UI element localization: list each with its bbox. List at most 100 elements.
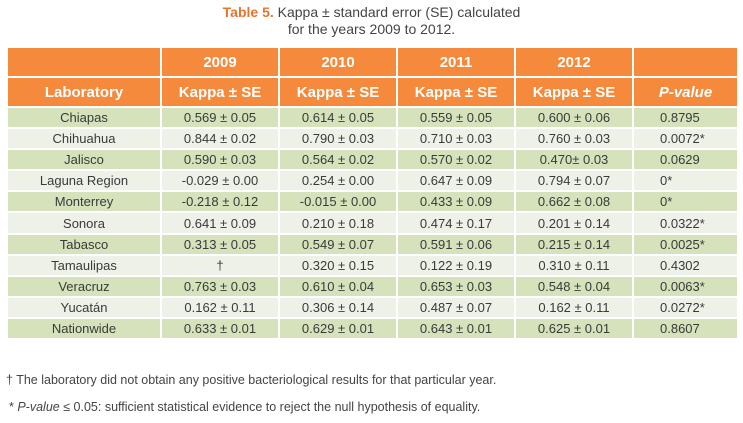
cell-kappa-2010: 0.564 ± 0.02 — [278, 148, 398, 172]
cell-kappa-2011: 0.559 ± 0.05 — [396, 105, 516, 130]
cell-kappa-2012: 0.310 ± 0.11 — [514, 253, 634, 277]
table-row: Tamaulipas † 0.320 ± 0.15 0.122 ± 0.19 0.310… — [6, 253, 739, 277]
table-row: Nationwide 0.633 ± 0.01 0.629 ± 0.01 0.643 … — [6, 316, 739, 341]
table-row: Monterrey -0.218 ± 0.12 -0.015 ± 0.00 0.433… — [6, 190, 739, 214]
cell-kappa-2010: 0.254 ± 0.00 — [278, 169, 398, 193]
cell-kappa-2011: 0.122 ± 0.19 — [396, 253, 516, 277]
cell-kappa-2009: 0.763 ± 0.03 — [160, 274, 280, 298]
year-header-blank — [6, 46, 162, 78]
cell-kappa-2009: -0.218 ± 0.12 — [160, 190, 280, 214]
cell-kappa-2009: 0.162 ± 0.11 — [160, 295, 280, 319]
year-header-2011: 2011 — [396, 46, 516, 78]
table-row: Sonora 0.641 ± 0.09 0.210 ± 0.18 0.474 ± 0.… — [6, 211, 739, 235]
cell-pvalue: 0.0272* — [632, 295, 739, 319]
header-laboratory: Laboratory — [6, 76, 162, 108]
cell-pvalue: 0.8607 — [632, 316, 739, 341]
cell-pvalue: 0* — [632, 190, 739, 214]
header-kappa-2011: Kappa ± SE — [396, 76, 516, 108]
year-header-2009: 2009 — [160, 46, 280, 78]
cell-pvalue: 0.8795 — [632, 105, 739, 130]
cell-kappa-2010: 0.610 ± 0.04 — [278, 274, 398, 298]
table-caption: Table 5. Kappa ± standard error (SE) cal… — [0, 4, 743, 38]
cell-laboratory: Jalisco — [6, 148, 162, 172]
caption-text-line1: Kappa ± standard error (SE) calculated — [273, 4, 521, 20]
cell-kappa-2010: 0.629 ± 0.01 — [278, 316, 398, 341]
table-row: Yucatán 0.162 ± 0.11 0.306 ± 0.14 0.487 ± 0… — [6, 295, 739, 319]
cell-kappa-2012: 0.600 ± 0.06 — [514, 105, 634, 130]
year-header-blank-pvalue — [632, 46, 739, 78]
cell-kappa-2010: 0.320 ± 0.15 — [278, 253, 398, 277]
cell-kappa-2012: 0.215 ± 0.14 — [514, 232, 634, 256]
cell-laboratory: Tabasco — [6, 232, 162, 256]
cell-pvalue: 0* — [632, 169, 739, 193]
cell-pvalue: 0.0025* — [632, 232, 739, 256]
cell-kappa-2009: 0.590 ± 0.03 — [160, 148, 280, 172]
cell-kappa-2011: 0.474 ± 0.17 — [396, 211, 516, 235]
cell-kappa-2012: 0.470± 0.03 — [514, 148, 634, 172]
cell-laboratory: Laguna Region — [6, 169, 162, 193]
cell-kappa-2009: 0.569 ± 0.05 — [160, 105, 280, 130]
table-row: Veracruz 0.763 ± 0.03 0.610 ± 0.04 0.653 ± … — [6, 274, 739, 298]
table-body: Chiapas 0.569 ± 0.05 0.614 ± 0.05 0.559 ± 0… — [6, 105, 739, 341]
cell-pvalue: 0.0072* — [632, 127, 739, 151]
caption-label: Table 5. — [222, 4, 274, 20]
cell-laboratory: Nationwide — [6, 316, 162, 341]
footnote-significance: * P-value ≤ 0.05: sufficient statistical… — [9, 400, 480, 414]
cell-kappa-2012: 0.548 ± 0.04 — [514, 274, 634, 298]
cell-pvalue: 0.0322* — [632, 211, 739, 235]
kappa-table: 2009 2010 2011 2012 Laboratory Kappa ± S… — [6, 46, 739, 341]
cell-kappa-2012: 0.662 ± 0.08 — [514, 190, 634, 214]
cell-kappa-2010: 0.549 ± 0.07 — [278, 232, 398, 256]
cell-kappa-2012: 0.760 ± 0.03 — [514, 127, 634, 151]
table-row: Chiapas 0.569 ± 0.05 0.614 ± 0.05 0.559 ± 0… — [6, 105, 739, 130]
cell-laboratory: Chihuahua — [6, 127, 162, 151]
year-header-row: 2009 2010 2011 2012 — [6, 46, 739, 78]
footnote-dagger: † The laboratory did not obtain any posi… — [6, 373, 497, 387]
table-row: Chihuahua 0.844 ± 0.02 0.790 ± 0.03 0.710 ±… — [6, 127, 739, 151]
cell-kappa-2009: -0.029 ± 0.00 — [160, 169, 280, 193]
cell-kappa-2010: 0.306 ± 0.14 — [278, 295, 398, 319]
footnote-star-text: ≤ 0.05: sufficient statistical evidence … — [59, 400, 481, 414]
cell-kappa-2009: 0.633 ± 0.01 — [160, 316, 280, 341]
cell-laboratory: Veracruz — [6, 274, 162, 298]
cell-pvalue: 0.4302 — [632, 253, 739, 277]
caption-text-line2: for the years 2009 to 2012. — [287, 21, 456, 37]
column-header-row: Laboratory Kappa ± SE Kappa ± SE Kappa ±… — [6, 76, 739, 108]
cell-laboratory: Sonora — [6, 211, 162, 235]
cell-kappa-2011: 0.647 ± 0.09 — [396, 169, 516, 193]
cell-kappa-2010: 0.614 ± 0.05 — [278, 105, 398, 130]
cell-kappa-2011: 0.710 ± 0.03 — [396, 127, 516, 151]
table-row: Laguna Region -0.029 ± 0.00 0.254 ± 0.00 0.… — [6, 169, 739, 193]
cell-kappa-2010: -0.015 ± 0.00 — [278, 190, 398, 214]
cell-laboratory: Yucatán — [6, 295, 162, 319]
year-header-2010: 2010 — [278, 46, 398, 78]
cell-pvalue: 0.0063* — [632, 274, 739, 298]
cell-kappa-2011: 0.643 ± 0.01 — [396, 316, 516, 341]
cell-kappa-2012: 0.201 ± 0.14 — [514, 211, 634, 235]
cell-laboratory: Tamaulipas — [6, 253, 162, 277]
cell-kappa-2009: 0.313 ± 0.05 — [160, 232, 280, 256]
cell-kappa-2011: 0.433 ± 0.09 — [396, 190, 516, 214]
header-kappa-2012: Kappa ± SE — [514, 76, 634, 108]
year-header-2012: 2012 — [514, 46, 634, 78]
header-kappa-2010: Kappa ± SE — [278, 76, 398, 108]
cell-kappa-2012: 0.794 ± 0.07 — [514, 169, 634, 193]
table-row: Jalisco 0.590 ± 0.03 0.564 ± 0.02 0.570 ± 0… — [6, 148, 739, 172]
cell-kappa-2011: 0.591 ± 0.06 — [396, 232, 516, 256]
cell-kappa-2009: 0.844 ± 0.02 — [160, 127, 280, 151]
cell-kappa-2009: † — [160, 253, 280, 277]
cell-kappa-2011: 0.487 ± 0.07 — [396, 295, 516, 319]
cell-laboratory: Chiapas — [6, 105, 162, 130]
table-row: Tabasco 0.313 ± 0.05 0.549 ± 0.07 0.591 ± 0… — [6, 232, 739, 256]
cell-laboratory: Monterrey — [6, 190, 162, 214]
cell-kappa-2011: 0.570 ± 0.02 — [396, 148, 516, 172]
header-pvalue: P-value — [632, 76, 739, 108]
cell-pvalue: 0.0629 — [632, 148, 739, 172]
cell-kappa-2012: 0.162 ± 0.11 — [514, 295, 634, 319]
footnote-star-prefix: * — [9, 400, 18, 414]
footnote-pvalue-term: P-value — [17, 400, 60, 414]
cell-kappa-2010: 0.790 ± 0.03 — [278, 127, 398, 151]
cell-kappa-2010: 0.210 ± 0.18 — [278, 211, 398, 235]
header-kappa-2009: Kappa ± SE — [160, 76, 280, 108]
cell-kappa-2009: 0.641 ± 0.09 — [160, 211, 280, 235]
